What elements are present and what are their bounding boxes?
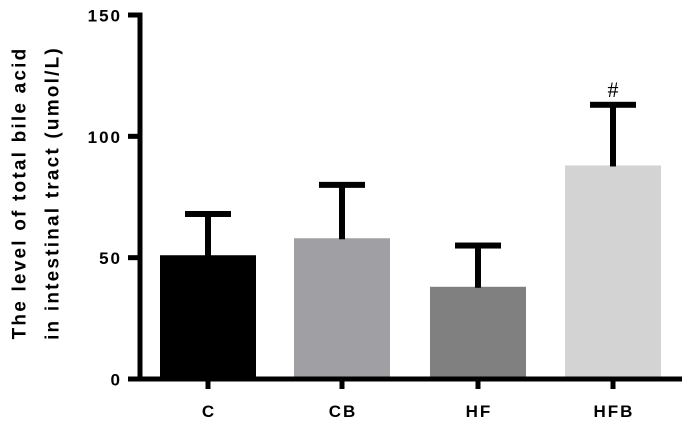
x-ticks: C CB HF HFB xyxy=(202,379,635,421)
y-tick-label: 150 xyxy=(88,7,122,26)
y-axis-label: The level of total bile acid in intestina… xyxy=(10,46,64,340)
error-bar-stem xyxy=(205,213,211,257)
error-bar-stem xyxy=(475,245,481,288)
x-tick-mark xyxy=(610,379,616,389)
x-tick-label-c: C xyxy=(202,402,216,421)
x-axis-line xyxy=(137,376,682,382)
y-tick-mark xyxy=(128,133,140,139)
y-tick-mark xyxy=(128,376,140,382)
x-tick-label-hfb: HFB xyxy=(594,402,635,421)
error-bar-cap xyxy=(185,210,231,217)
x-tick-mark xyxy=(205,379,211,389)
x-tick-mark xyxy=(339,379,345,389)
significance-marker: # xyxy=(608,77,619,102)
y-tick-mark xyxy=(128,12,140,18)
y-ticks: 0 50 100 150 xyxy=(88,7,140,390)
x-tick-label-hf: HF xyxy=(466,402,493,421)
y-tick-label: 0 xyxy=(111,371,122,390)
y-axis-label-line: The level of total bile acid xyxy=(10,47,31,340)
error-bar-cap xyxy=(455,242,501,249)
bar-cb xyxy=(294,238,390,379)
y-axis-line xyxy=(137,12,143,382)
x-tick-mark xyxy=(475,379,481,389)
y-axis-label-line: in intestinal tract (umol/L) xyxy=(43,46,64,340)
bar-c xyxy=(160,255,256,379)
bars xyxy=(160,101,661,379)
error-bar-cap xyxy=(319,181,365,188)
annotations: # xyxy=(608,77,619,102)
axes xyxy=(137,12,682,382)
y-tick-label: 100 xyxy=(88,128,122,147)
error-bar-cap xyxy=(590,101,636,108)
error-bar-stem xyxy=(610,104,616,167)
y-tick-label: 50 xyxy=(99,249,122,268)
error-bar-stem xyxy=(339,184,345,240)
bar-hfb xyxy=(565,165,661,379)
x-tick-label-cb: CB xyxy=(329,402,358,421)
bar-hf xyxy=(430,286,526,379)
y-tick-mark xyxy=(128,255,140,261)
